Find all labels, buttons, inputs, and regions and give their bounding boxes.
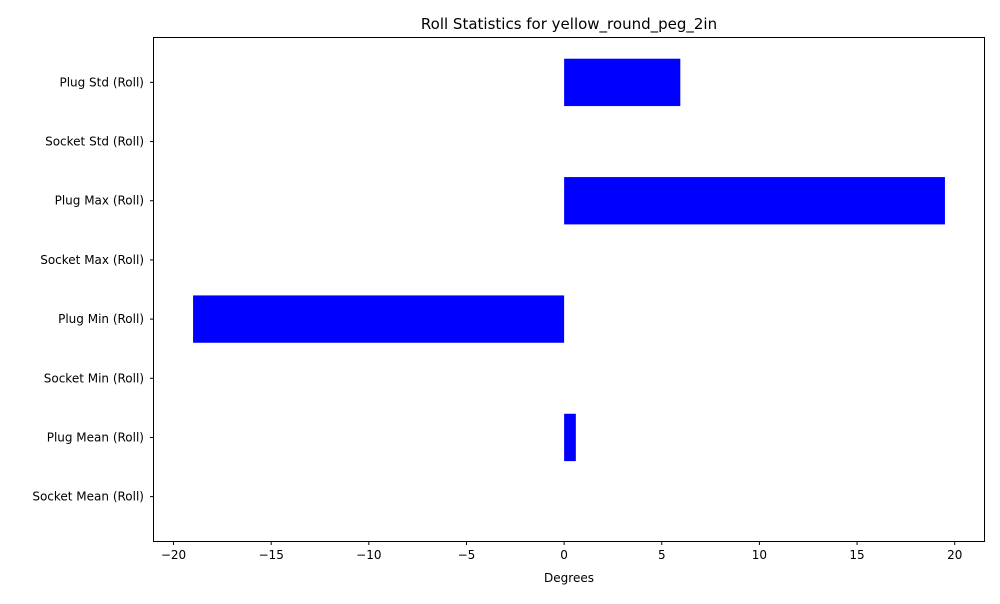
x-tick-label: −15: [259, 548, 284, 562]
x-tick-label: −5: [458, 548, 476, 562]
bar-plug-std-roll: [564, 58, 681, 107]
bars-layer: [193, 58, 945, 462]
y-tick-label: Plug Max (Roll): [55, 194, 144, 208]
y-tick-label: Socket Max (Roll): [40, 253, 144, 267]
bar-plug-min-roll: [193, 295, 565, 343]
x-tick-label: −20: [161, 548, 186, 562]
x-axis-ticks: −20 −15 −10 −5 0 5 10 15 20: [161, 541, 962, 562]
plot-frame: [153, 37, 985, 542]
y-tick-label: Socket Mean (Roll): [32, 490, 144, 504]
x-tick-label: 15: [849, 548, 864, 562]
y-tick-label: Socket Min (Roll): [44, 371, 144, 385]
chart-title: Roll Statistics for yellow_round_peg_2in: [421, 15, 717, 34]
x-tick-label: 10: [752, 548, 767, 562]
x-tick-label: 5: [658, 548, 666, 562]
x-tick-label: 20: [947, 548, 962, 562]
y-tick-label: Plug Std (Roll): [59, 75, 144, 89]
y-tick-label: Plug Mean (Roll): [47, 430, 144, 444]
y-tick-label: Socket Std (Roll): [45, 135, 144, 149]
x-tick-label: −10: [356, 548, 381, 562]
bar-plug-mean-roll: [564, 413, 576, 462]
x-tick-label: 0: [560, 548, 568, 562]
y-tick-label: Plug Min (Roll): [58, 312, 144, 326]
x-axis-title: Degrees: [544, 571, 594, 585]
bar-plug-max-roll: [564, 177, 945, 225]
y-axis-ticks: Socket Mean (Roll) Plug Mean (Roll) Socket…: [32, 75, 154, 504]
